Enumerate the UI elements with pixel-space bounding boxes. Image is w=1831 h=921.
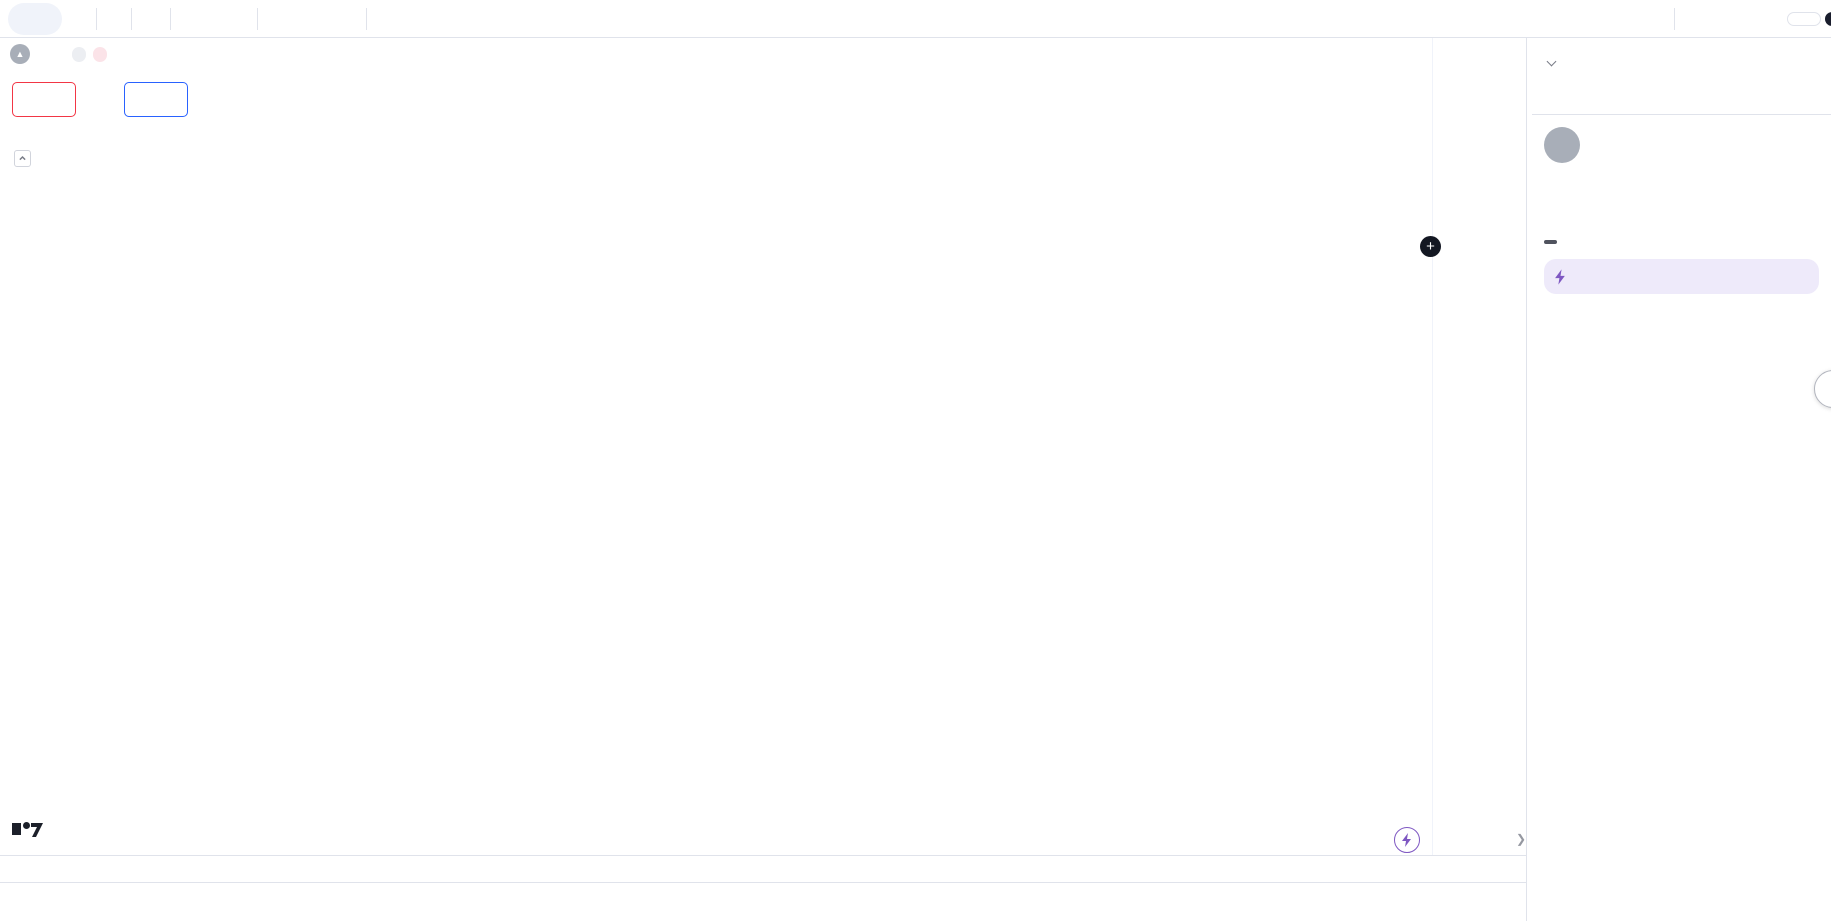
interval-button[interactable] xyxy=(105,15,123,23)
quick-search-icon[interactable] xyxy=(1683,8,1705,30)
chevron-down-icon xyxy=(1546,56,1557,67)
toolbar-left xyxy=(8,2,423,35)
top-toolbar xyxy=(0,0,1831,38)
news-banner[interactable] xyxy=(1544,259,1819,294)
divider xyxy=(170,7,171,30)
fullscreen-icon[interactable] xyxy=(1735,8,1757,30)
crosshair-add-alert-button[interactable]: + xyxy=(1420,236,1441,257)
replay-icon xyxy=(322,8,344,30)
right-panel xyxy=(1532,38,1831,921)
axis-settings-gear-icon[interactable] xyxy=(1444,859,1466,881)
detail-menu-icon[interactable] xyxy=(1797,134,1819,156)
chevron-down-icon[interactable] xyxy=(1644,8,1666,30)
seasonal-title xyxy=(1532,294,1831,314)
price-axis[interactable] xyxy=(1432,38,1526,855)
indicators-button[interactable] xyxy=(179,4,223,34)
divider xyxy=(1674,7,1675,30)
last-updated xyxy=(1532,244,1831,247)
hide-indicator-pill[interactable] xyxy=(72,46,86,62)
chart-style-icon[interactable] xyxy=(140,8,162,30)
symbol-avatar xyxy=(1544,127,1580,163)
panel-collapse-handle[interactable]: ❯ xyxy=(1516,832,1527,846)
order-panel xyxy=(12,82,188,117)
watchlist-title-button[interactable] xyxy=(1544,56,1557,67)
symbol-detail-panel xyxy=(1532,114,1831,448)
symbol-logo: ▲ xyxy=(10,44,30,64)
time-axis[interactable] xyxy=(0,855,1526,882)
alarm-clock-icon xyxy=(274,8,296,30)
panel-divider[interactable] xyxy=(1526,38,1527,921)
buy-button[interactable] xyxy=(124,82,188,117)
tradingview-logo-icon xyxy=(12,822,43,837)
market-status xyxy=(1532,231,1831,244)
settings-gear-icon[interactable] xyxy=(1709,8,1731,30)
add-symbol-icon[interactable] xyxy=(1735,52,1757,74)
alert-button[interactable] xyxy=(266,4,310,34)
compare-symbol-icon[interactable] xyxy=(66,8,88,30)
symbol-flag-icon[interactable] xyxy=(30,8,52,30)
approx-pill[interactable] xyxy=(93,46,107,62)
detail-price xyxy=(1532,198,1831,228)
layout-box-icon[interactable] xyxy=(1614,8,1636,30)
divider xyxy=(366,7,367,30)
watchlist-column-headers[interactable] xyxy=(1532,80,1831,110)
detail-edit-icon[interactable] xyxy=(1763,134,1785,156)
symbol-search-button[interactable] xyxy=(8,2,62,35)
tradingview-watermark xyxy=(12,816,54,842)
divider xyxy=(96,7,97,30)
bottom-toolbar xyxy=(0,882,1526,921)
screenshot-camera-icon[interactable] xyxy=(1761,8,1783,30)
publish-idea-button[interactable] xyxy=(1825,11,1831,26)
divider xyxy=(257,7,258,30)
toolbar-right xyxy=(1614,7,1831,30)
undo-icon[interactable] xyxy=(375,8,397,30)
watchlist-header xyxy=(1532,38,1831,80)
market-closed-icon xyxy=(1544,240,1557,244)
indicators-icon xyxy=(187,8,209,30)
external-link-icon[interactable] xyxy=(1549,173,1571,195)
pane-collapse-button[interactable] xyxy=(14,150,31,167)
flash-actions-button[interactable] xyxy=(1394,827,1420,853)
redo-icon[interactable] xyxy=(401,8,423,30)
watchlist-menu-icon[interactable] xyxy=(1799,52,1821,74)
chart-legend: ▲ xyxy=(10,44,142,64)
lightning-icon xyxy=(1555,268,1565,285)
trade-button[interactable] xyxy=(1787,11,1821,26)
detail-grid-icon[interactable] xyxy=(1729,134,1751,156)
indicator-templates-icon[interactable] xyxy=(227,8,249,30)
replay-button[interactable] xyxy=(314,4,358,34)
seasonal-mini-chart[interactable] xyxy=(1538,318,1826,448)
sell-button[interactable] xyxy=(12,82,76,117)
candlestick-chart[interactable] xyxy=(0,38,1432,855)
divider xyxy=(131,7,132,30)
watchlist-sections-icon[interactable] xyxy=(1767,52,1789,74)
chart-pane[interactable]: ▲ xyxy=(0,38,1526,921)
